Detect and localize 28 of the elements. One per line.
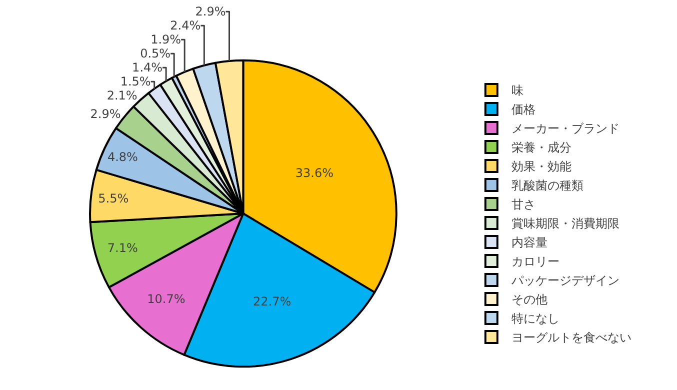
legend-label: 効果・効能 bbox=[511, 160, 572, 174]
legend-label: 価格 bbox=[511, 102, 536, 117]
data-label: 2.9% bbox=[195, 4, 226, 19]
legend-label: ヨーグルトを食べない bbox=[511, 330, 632, 345]
legend-label: 栄養・成分 bbox=[511, 140, 572, 155]
legend-label: 乳酸菌の種類 bbox=[511, 178, 584, 193]
data-label: 2.9% bbox=[90, 107, 121, 122]
data-label: 4.8% bbox=[107, 150, 138, 164]
data-label: 7.1% bbox=[107, 241, 138, 256]
data-label: 1.9% bbox=[150, 32, 182, 47]
legend-label: 甘さ bbox=[511, 198, 536, 212]
legend-label: 特になし bbox=[511, 312, 560, 326]
legend-label: 内容量 bbox=[511, 236, 548, 250]
data-label: 2.1% bbox=[106, 88, 138, 103]
legend-label: パッケージデザイン bbox=[510, 274, 620, 288]
data-label: 33.6% bbox=[295, 166, 334, 180]
data-label: 22.7% bbox=[253, 294, 292, 308]
legend-label: その他 bbox=[511, 292, 548, 307]
legend-label: 味 bbox=[511, 84, 524, 98]
data-label: 10.7% bbox=[147, 292, 186, 306]
data-label: 1.4% bbox=[132, 60, 163, 75]
legend-label: メーカー・ブランド bbox=[511, 122, 620, 136]
legend-label: 賞味期限・消費期限 bbox=[511, 216, 620, 231]
legend-label: カロリー bbox=[511, 254, 560, 269]
data-label: 1.5% bbox=[120, 74, 151, 89]
data-label: 0.5% bbox=[140, 46, 171, 61]
data-label: 5.5% bbox=[98, 191, 129, 206]
data-label: 2.4% bbox=[170, 18, 201, 33]
